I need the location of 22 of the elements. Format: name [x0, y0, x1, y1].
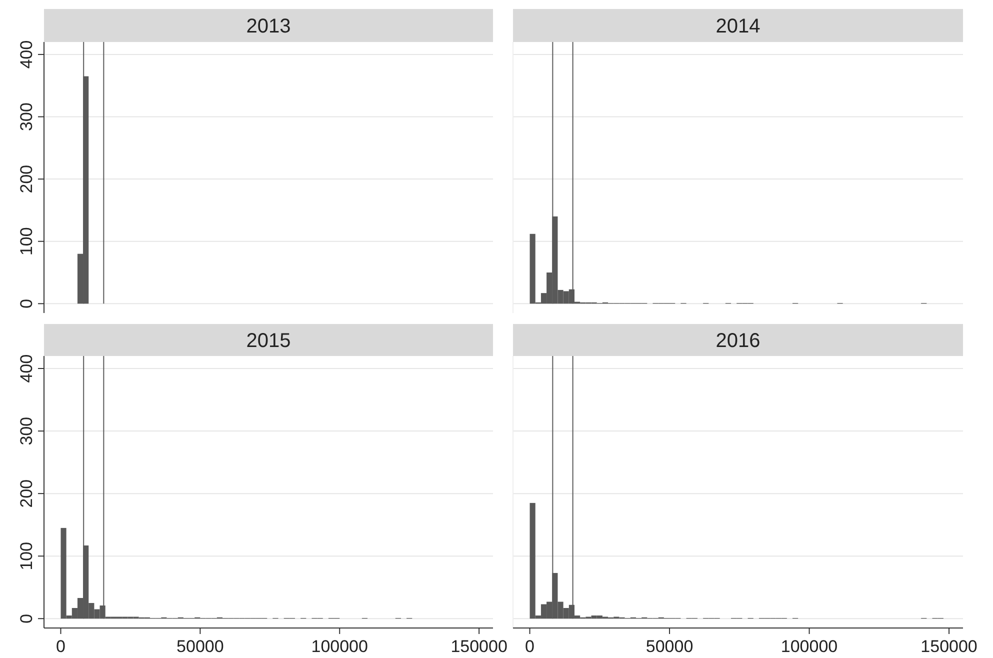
- y-tick-label: 0: [17, 614, 36, 624]
- y-tick-label: 100: [17, 542, 36, 570]
- y-tick-label: 300: [17, 416, 36, 446]
- y-tick-label: 0: [17, 298, 36, 308]
- chart-title: 2015: [246, 330, 291, 352]
- x-tick-label: 50000: [646, 637, 694, 656]
- x-tick-label: 0: [525, 637, 535, 656]
- y-tick-label: 200: [17, 164, 36, 194]
- chart-title: 2016: [716, 330, 760, 352]
- y-tick-label: 400: [17, 40, 36, 69]
- x-tick-label: 150000: [920, 637, 978, 656]
- y-tick-label: 100: [17, 227, 36, 256]
- x-tick-label: 150000: [450, 637, 508, 656]
- y-tick-label: 200: [17, 479, 36, 508]
- y-tick-label: 300: [17, 102, 36, 131]
- chart-title: 2013: [246, 16, 291, 38]
- y-tick-label: 400: [17, 354, 36, 383]
- x-tick-label: 100000: [311, 637, 368, 656]
- x-tick-label: 100000: [780, 637, 838, 656]
- x-tick-label: 50000: [176, 637, 224, 656]
- chart-title: 2014: [716, 16, 760, 38]
- x-tick-label: 0: [56, 637, 66, 656]
